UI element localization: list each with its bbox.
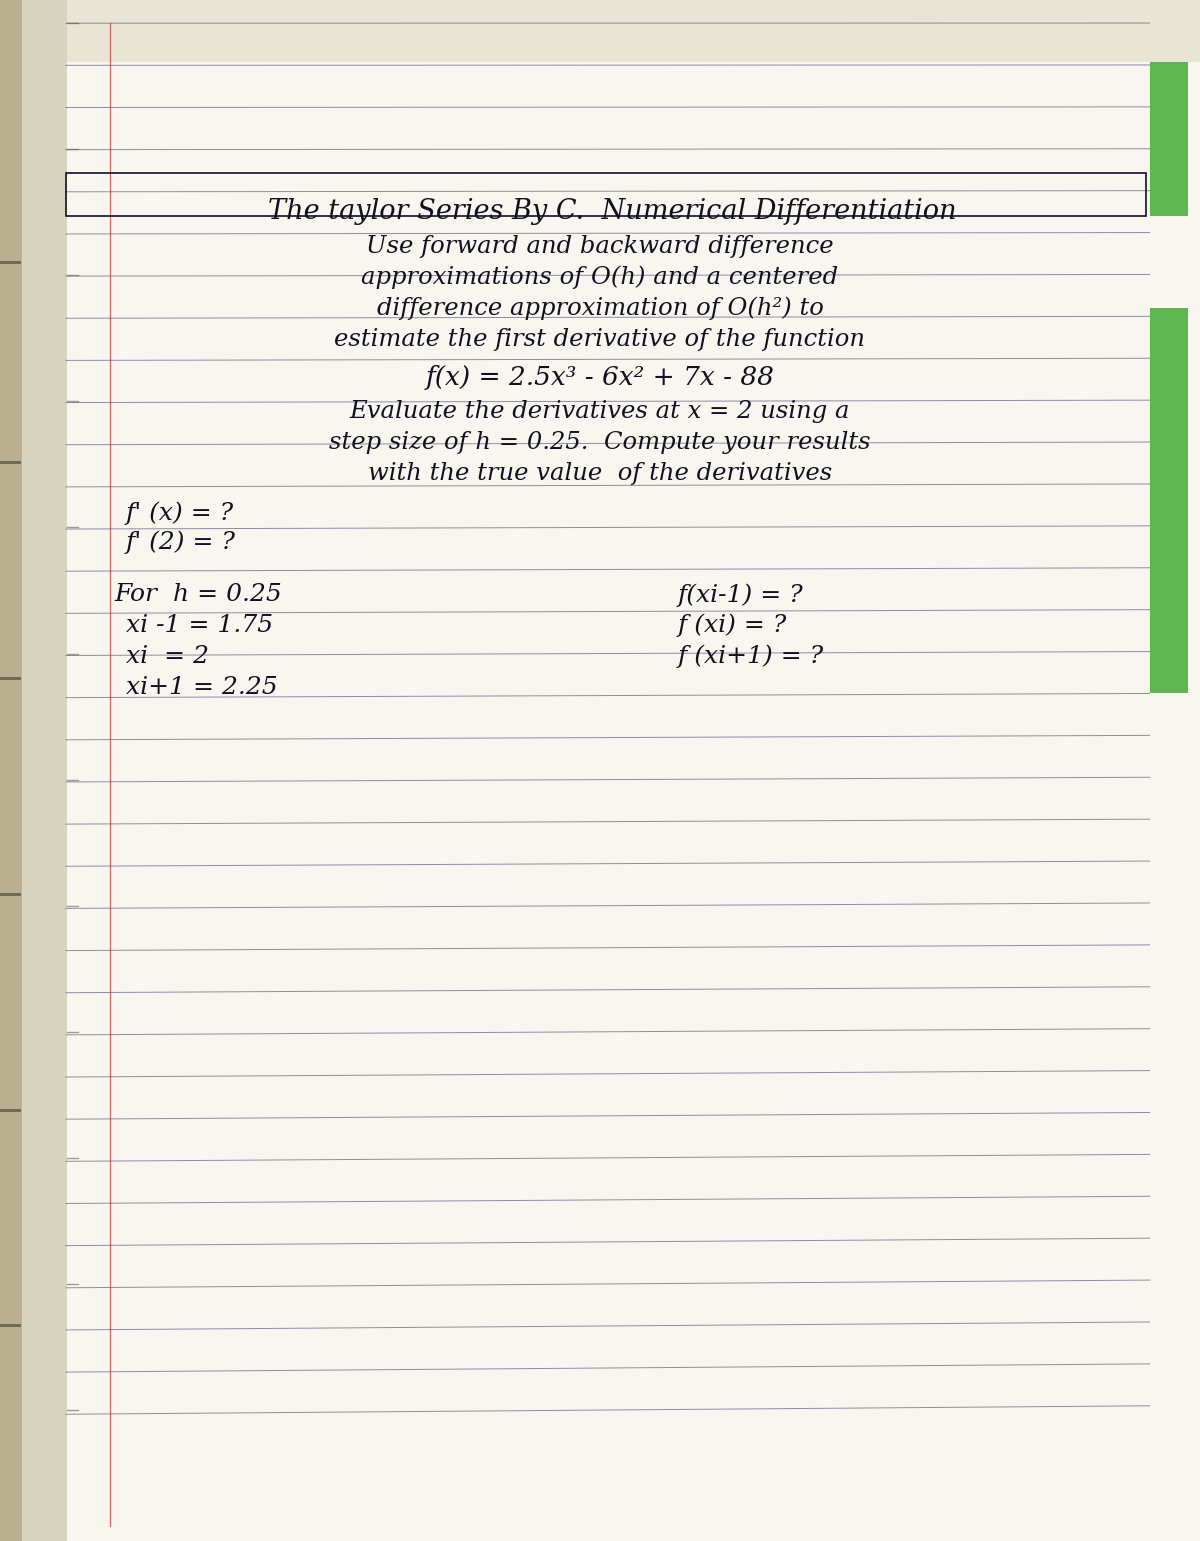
Bar xyxy=(0,0,22,1541)
Text: f (xi) = ?: f (xi) = ? xyxy=(678,613,787,638)
Text: f(xi-1) = ?: f(xi-1) = ? xyxy=(678,582,804,607)
Text: For  h = 0.25: For h = 0.25 xyxy=(114,584,282,606)
Text: Evaluate the derivatives at x = 2 using a: Evaluate the derivatives at x = 2 using … xyxy=(349,401,851,422)
Text: difference approximation of O(h²) to: difference approximation of O(h²) to xyxy=(377,296,823,321)
Bar xyxy=(22,0,67,1541)
Text: xi -1 = 1.75: xi -1 = 1.75 xyxy=(126,615,274,636)
Bar xyxy=(1150,62,1188,216)
Text: The taylor Series By C.  Numerical Differentiation: The taylor Series By C. Numerical Differ… xyxy=(268,197,956,225)
Text: f (xi+1) = ?: f (xi+1) = ? xyxy=(678,644,824,669)
Text: step size of h = 0.25.  Compute your results: step size of h = 0.25. Compute your resu… xyxy=(329,431,871,453)
Text: f' (2) = ?: f' (2) = ? xyxy=(126,530,236,555)
Text: f(x) = 2.5x³ - 6x² + 7x - 88: f(x) = 2.5x³ - 6x² + 7x - 88 xyxy=(426,365,774,390)
Text: f' (x) = ?: f' (x) = ? xyxy=(126,501,234,525)
Text: approximations of O(h) and a centered: approximations of O(h) and a centered xyxy=(361,265,839,290)
Text: Use forward and backward difference: Use forward and backward difference xyxy=(366,236,834,257)
Bar xyxy=(0,0,1200,62)
Text: xi+1 = 2.25: xi+1 = 2.25 xyxy=(126,676,277,698)
Text: with the true value  of the derivatives: with the true value of the derivatives xyxy=(368,462,832,484)
Bar xyxy=(1150,308,1188,693)
Text: xi  = 2: xi = 2 xyxy=(126,646,209,667)
Text: estimate the first derivative of the function: estimate the first derivative of the fun… xyxy=(335,328,865,350)
